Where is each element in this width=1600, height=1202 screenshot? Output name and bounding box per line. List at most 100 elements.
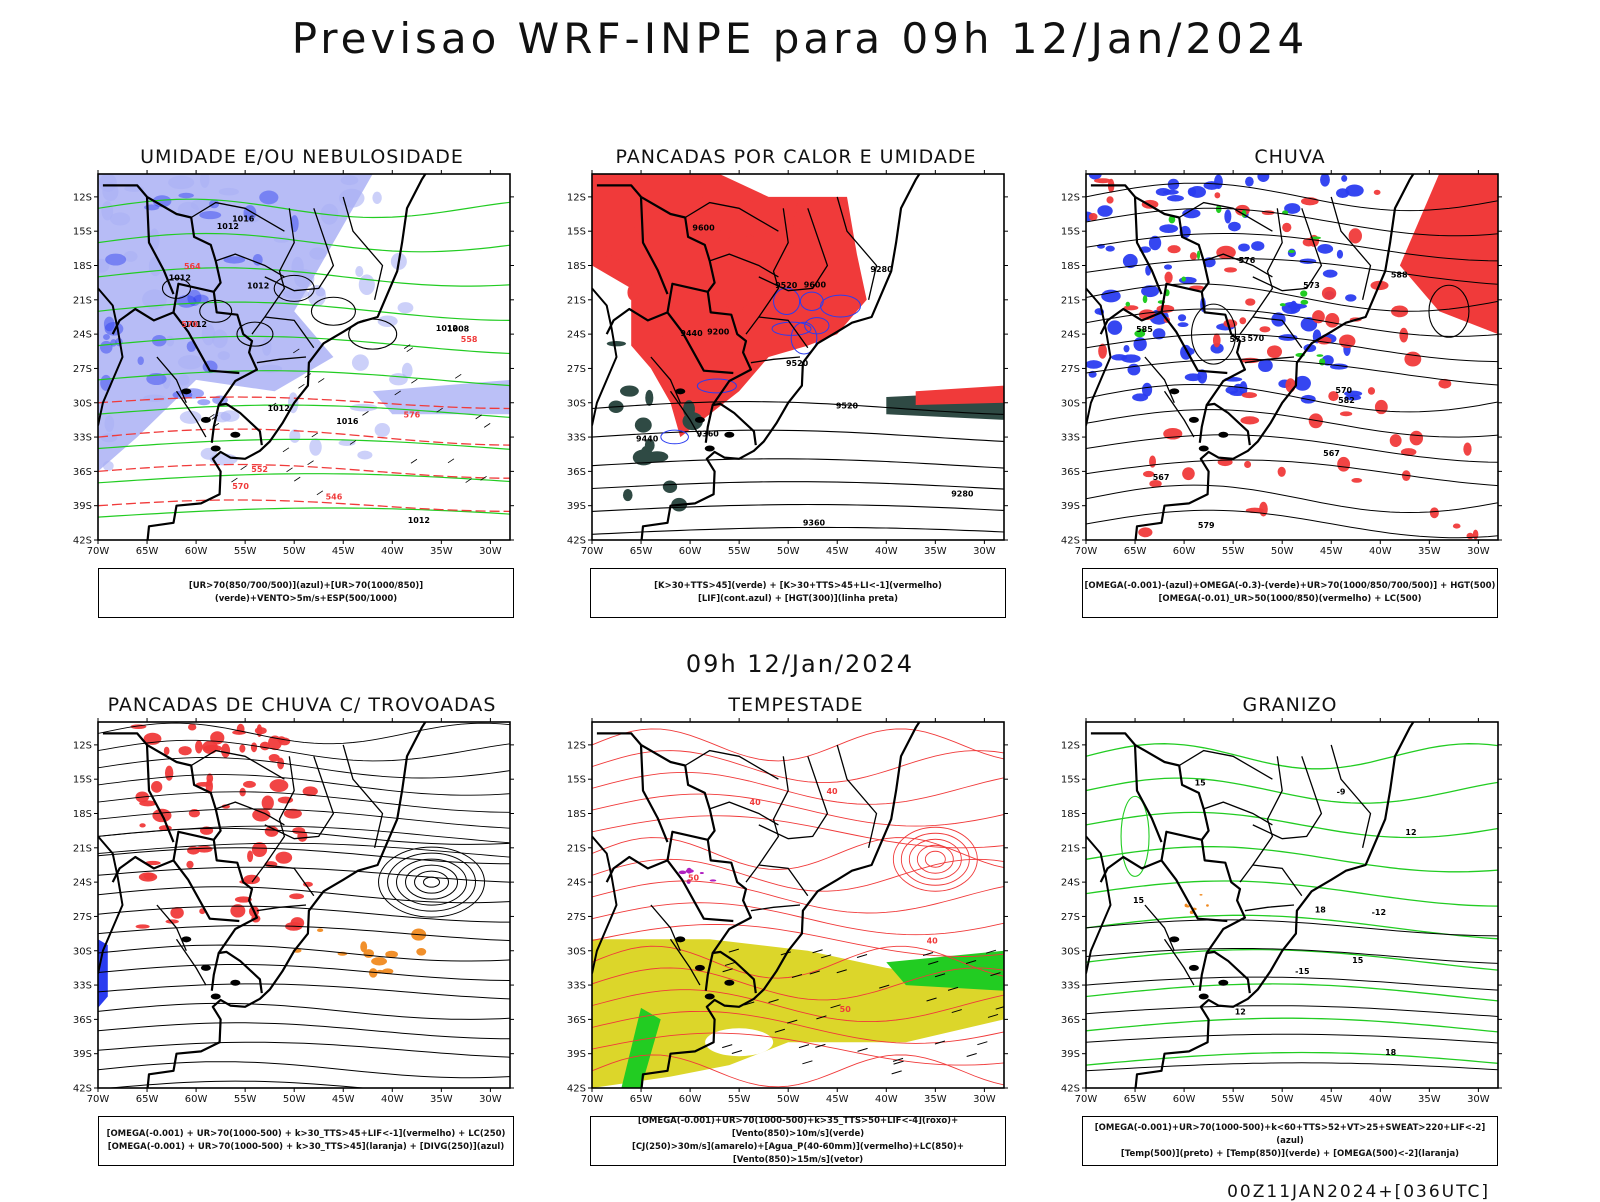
lake	[694, 964, 705, 971]
country-border	[1090, 184, 1210, 293]
storm-cell-red	[206, 773, 214, 784]
country-border	[210, 404, 220, 443]
lat-label: 30S	[567, 398, 586, 409]
lon-label: 45W	[332, 546, 355, 557]
streamline	[98, 825, 510, 844]
lon-label: 70W	[87, 546, 110, 557]
lat-label: 18S	[73, 261, 92, 272]
lake	[675, 936, 686, 943]
omega-cell-red	[1438, 378, 1452, 389]
contour-label: 18	[1385, 1048, 1397, 1057]
omega-cell-green	[1300, 290, 1308, 297]
country-border	[605, 855, 668, 883]
state-border	[758, 208, 829, 292]
humidity-cell	[199, 174, 210, 188]
country-border	[172, 830, 240, 923]
lon-label: 50W	[777, 546, 800, 557]
omega-cell-blue	[1152, 328, 1166, 340]
wind-vector	[856, 954, 868, 959]
state-border	[215, 801, 285, 826]
state-border	[650, 356, 681, 404]
storm-cell-orange	[360, 941, 368, 953]
state-border	[342, 744, 384, 848]
state-border	[175, 938, 207, 986]
contour-label: 9200	[707, 328, 730, 337]
storm-cell-red	[163, 746, 170, 756]
omega-cell-blue	[1105, 245, 1115, 252]
country-border	[145, 196, 175, 295]
lon-label: 40W	[381, 546, 404, 557]
humidity-contour-green	[98, 301, 510, 321]
state-border	[256, 356, 307, 364]
height-contour-black	[592, 503, 1004, 512]
panel-title: UMIDADE E/OU NEBULOSIDADE	[140, 146, 464, 168]
state-border	[256, 904, 307, 912]
lon-label: 50W	[777, 1094, 800, 1105]
streamline-red	[592, 793, 1004, 827]
severe-cell-purple	[678, 870, 687, 875]
lat-label: 42S	[73, 1084, 92, 1095]
contour-label: 585	[1136, 325, 1153, 334]
panel-granizo: GRANIZO -9 -12 -15 12 15 18 15 18 12 15 12S 15S 18S 2…	[1050, 694, 1530, 1174]
streamline	[105, 1080, 369, 1088]
state-border	[750, 904, 801, 912]
omega-cell-blue	[1132, 393, 1149, 402]
contour-label: 9440	[636, 434, 659, 443]
contour-label: 40	[927, 936, 939, 945]
instability-cell	[792, 215, 802, 230]
lat-label: 42S	[567, 1084, 586, 1095]
omega-cell-red	[1463, 442, 1472, 456]
contour-label: -12	[1372, 908, 1386, 917]
country-border	[596, 732, 716, 841]
lat-label: 42S	[73, 536, 92, 547]
lat-label: 21S	[567, 843, 586, 854]
omega-cell-orange	[1206, 904, 1209, 907]
storm-cell-orange	[317, 928, 324, 933]
contour-label: 546	[326, 492, 343, 501]
country-border	[102, 184, 222, 293]
lat-label: 21S	[73, 295, 92, 306]
omega-cell-red	[1348, 228, 1362, 244]
cyclone-streamline	[387, 852, 477, 912]
wind-arrow	[286, 467, 293, 473]
lake	[200, 964, 211, 971]
state-border	[669, 390, 701, 438]
contour-label: 558	[461, 335, 478, 344]
state-border	[745, 756, 789, 883]
omega-cell-red	[1094, 178, 1112, 184]
lifted-index-contour	[799, 291, 824, 311]
state-border	[1203, 253, 1273, 278]
omega-cell-red	[1339, 411, 1353, 417]
streamline	[98, 866, 510, 883]
state-border	[758, 864, 809, 897]
panel-title: GRANIZO	[1242, 694, 1338, 716]
streamline-red	[592, 858, 1004, 892]
contour-label: 576	[1239, 256, 1256, 265]
cyclone-streamline	[405, 864, 459, 900]
humidity-cell	[104, 415, 115, 433]
height-contour-black	[1086, 207, 1498, 237]
humidity-cell	[309, 247, 327, 260]
country-border	[704, 952, 714, 991]
omega-cell-blue	[1122, 253, 1138, 269]
state-border	[1163, 938, 1195, 986]
lat-label: 36S	[1061, 467, 1080, 478]
lat-label: 39S	[73, 1049, 92, 1060]
contour-label: 9520	[775, 281, 798, 290]
legend-line: [K>30+TTS>45](verde) + [K>30+TTS>45+LI<-…	[654, 581, 942, 591]
omega-cell-red	[1373, 189, 1381, 195]
streamline-red	[592, 967, 1004, 1001]
state-border	[836, 744, 878, 848]
humidity-cell	[261, 337, 272, 356]
pressure-isobar	[310, 296, 356, 326]
wind-vector	[768, 999, 779, 1003]
coastline	[640, 174, 936, 540]
omega-cell-blue	[1166, 194, 1184, 202]
omega-cell-blue	[1097, 205, 1113, 217]
streamline	[98, 983, 510, 1000]
omega-cell-red	[1214, 192, 1221, 199]
storm-cell-red	[269, 779, 289, 793]
omega-cell-red	[1409, 430, 1424, 446]
omega-cell-blue	[1257, 174, 1270, 182]
lifted-index-contour	[771, 321, 812, 336]
